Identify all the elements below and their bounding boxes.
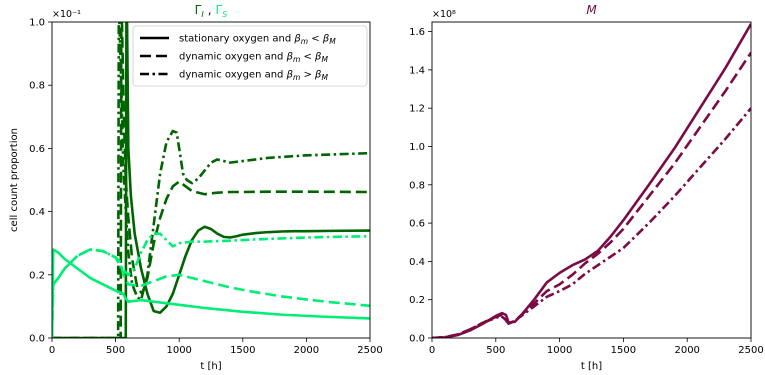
x-tick-label: 0 <box>49 345 55 356</box>
x-axis-label: t [h] <box>200 361 221 372</box>
series-line-gamma_I-solid <box>52 22 370 338</box>
series-line-gamma_S-dashed <box>52 248 370 338</box>
y-tick-label: 1.2 <box>409 104 425 115</box>
x-tick-label: 500 <box>106 345 125 356</box>
left-panel: 0 500 1000 1500 2000 2500 0.0 0.2 0.4 0.6 0.8 1.0 t … <box>9 3 383 372</box>
right-panel: 0 500 1000 1500 2000 2500 0.0 0.2 0.4 0.6 0.8 1.0 1.… <box>409 3 764 372</box>
series-group <box>432 23 751 338</box>
x-tick-label: 500 <box>486 345 505 356</box>
legend-label: stationary oxygen and βm < βM <box>179 34 336 47</box>
series-line-M-dashed <box>432 51 751 338</box>
series-line-M-solid <box>432 23 751 338</box>
y-axis-label: cell count proportion <box>9 128 20 232</box>
y-tick-label: 1.6 <box>409 27 425 38</box>
axes-frame <box>51 21 371 339</box>
y-tick-label: 0.0 <box>29 334 45 345</box>
legend-box <box>132 25 368 87</box>
y-tick-label: 0.4 <box>409 257 425 268</box>
y-tick-label: 0.8 <box>409 180 425 191</box>
y-tick-label: 1.0 <box>29 18 45 29</box>
series-line-gamma_S-solid <box>52 248 370 338</box>
title-comma: , <box>208 3 212 17</box>
y-tick-label: 0.4 <box>29 207 45 218</box>
x-axis-label: t [h] <box>581 361 602 372</box>
y-tick-label: 0.0 <box>409 334 425 345</box>
y-tick-label: 0.2 <box>29 270 45 281</box>
title-sub-S: S <box>222 10 227 19</box>
x-tick-label: 2500 <box>357 345 382 356</box>
y-offset-label: ×10⁻¹ <box>52 9 81 20</box>
x-tick-label: 1500 <box>230 345 255 356</box>
y-offset-label: ×10⁸ <box>432 9 456 20</box>
y-tick-label: 0.6 <box>409 219 425 230</box>
series-line-gamma_S-dashdot <box>52 232 370 338</box>
legend-label: dynamic oxygen and βm < βM <box>179 52 328 65</box>
x-tick-label: 1000 <box>547 345 572 356</box>
x-tick-label: 1500 <box>611 345 636 356</box>
title-gamma-I: Γ <box>195 3 202 17</box>
y-tick-label: 1.4 <box>409 65 425 76</box>
x-tick-label: 2500 <box>738 345 763 356</box>
x-tick-label: 2000 <box>674 345 699 356</box>
series-line-M-dashdot <box>432 107 751 338</box>
legend-label: dynamic oxygen and βm > βM <box>179 70 328 83</box>
chart-title: ΓI, ΓS <box>195 3 228 19</box>
y-tick-label: 0.2 <box>409 295 425 306</box>
y-tick-label: 1.0 <box>409 142 425 153</box>
y-tick-label: 0.6 <box>29 144 45 155</box>
title-sub-I: I <box>201 10 204 19</box>
series-group <box>52 22 370 338</box>
title-gamma-S: Γ <box>216 3 223 17</box>
series-line-gamma_I-dashdot <box>52 22 370 338</box>
chart-title: M <box>586 3 597 17</box>
y-tick-label: 0.8 <box>29 81 45 92</box>
x-tick-label: 0 <box>429 345 435 356</box>
x-tick-label: 2000 <box>294 345 319 356</box>
x-tick-label: 1000 <box>166 345 191 356</box>
axes-frame <box>431 21 752 339</box>
series-line-gamma_I-dashed <box>52 22 370 338</box>
